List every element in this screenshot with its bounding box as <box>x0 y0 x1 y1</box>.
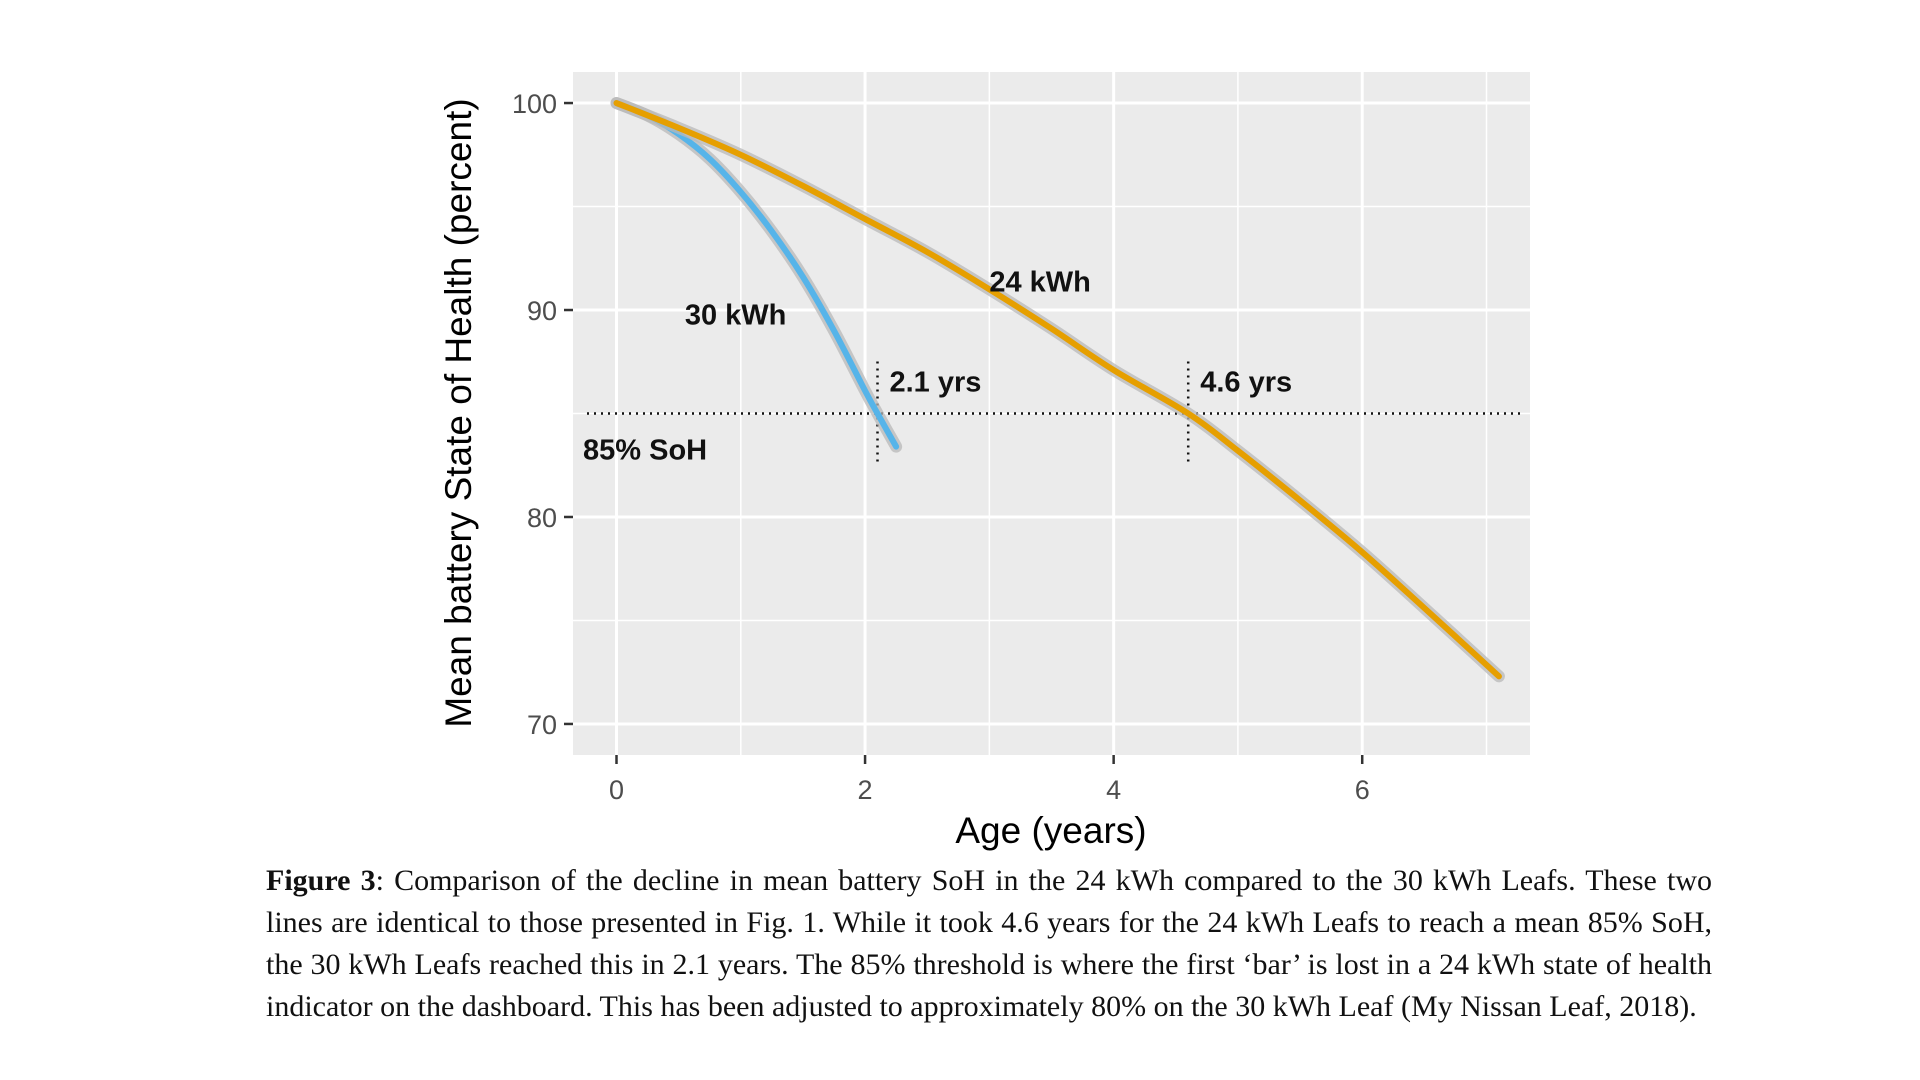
threshold-label: 85% SoH <box>583 435 707 467</box>
series-label-30kwh: 30 kWh <box>685 300 787 332</box>
marker-label: 2.1 yrs <box>890 367 982 399</box>
marker-label: 4.6 yrs <box>1200 367 1292 399</box>
x-tick-label: 6 <box>1355 775 1370 805</box>
x-tick-label: 4 <box>1106 775 1121 805</box>
y-axis-ticks: 70 80 90 100 <box>512 89 573 740</box>
figure-caption-text: : Comparison of the decline in mean batt… <box>266 864 1712 1023</box>
y-tick-label: 90 <box>527 296 557 326</box>
chart-annotations: 30 kWh 24 kWh 85% SoH 2.1 yrs 4.6 yrs <box>583 266 1292 466</box>
y-axis-title: Mean battery State of Health (percent) <box>438 98 479 727</box>
x-tick-label: 0 <box>609 775 624 805</box>
figure-caption-label: Figure 3 <box>266 864 376 897</box>
series-lines <box>610 97 1505 683</box>
series-line <box>613 100 1502 680</box>
y-tick-label: 80 <box>527 503 557 533</box>
x-axis-title: Age (years) <box>955 810 1146 851</box>
series-label-24kwh: 24 kWh <box>989 266 1091 298</box>
y-tick-label: 70 <box>527 710 557 740</box>
figure-caption: Figure 3: Comparison of the decline in m… <box>266 860 1712 1028</box>
y-tick-label: 100 <box>512 89 557 119</box>
x-tick-label: 2 <box>858 775 873 805</box>
x-axis-ticks: 0 2 4 6 <box>609 755 1370 805</box>
